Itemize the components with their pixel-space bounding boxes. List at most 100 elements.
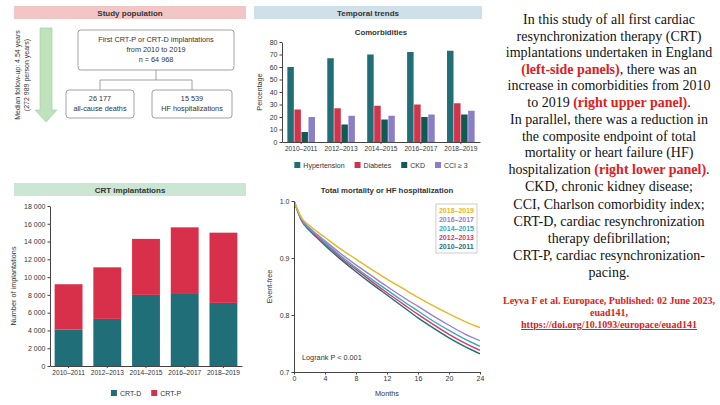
bar: [454, 103, 460, 142]
flow-box: [66, 90, 134, 118]
x-axis: 2010–20112012–20132014–20152016–20172018…: [51, 366, 243, 376]
bar: [388, 116, 394, 142]
header-band: [14, 183, 246, 196]
tick-label: 10 000: [24, 274, 46, 281]
tick: 4 000: [28, 327, 50, 334]
tick-mark: [480, 372, 481, 375]
tick-mark: [418, 372, 419, 375]
bar: [447, 51, 453, 142]
tick-label: 80: [270, 39, 278, 46]
tick-mark: [280, 55, 283, 56]
tick-label: 1.0: [280, 198, 290, 205]
tick-label: 0: [42, 363, 46, 370]
bar: [468, 111, 474, 142]
tick: 2016–2017: [168, 366, 201, 376]
line: [294, 201, 480, 346]
panel-header: Study population: [14, 6, 246, 19]
tick-label: 16: [415, 375, 423, 382]
citation: Leyva F et al. Europace, Published: 02 J…: [502, 295, 716, 331]
bar: [171, 227, 199, 293]
tick: 70: [270, 51, 282, 58]
tick-label: 40: [270, 89, 278, 96]
annotation: Logrank P < 0.001: [302, 353, 362, 362]
tick-mark: [280, 105, 283, 106]
bar: [334, 108, 340, 142]
tick-label: 8 000: [28, 292, 46, 299]
bar: [341, 125, 347, 143]
header-text: Study population: [97, 9, 162, 18]
tick: 14 000: [24, 238, 50, 245]
tick-label: 2 000: [28, 345, 46, 352]
axis-line: [282, 43, 283, 143]
y-axis-title: Event-free: [265, 270, 274, 304]
x-axis: 2010–20112012–20132014–20152016–20172018…: [283, 142, 481, 152]
tick: 24: [477, 372, 485, 382]
highlight-text: (left-side panels): [521, 62, 619, 77]
flow-box-text: 26 177: [89, 94, 111, 103]
legend-label: 2018–2019: [439, 207, 474, 214]
tick-label: 2018–2019: [207, 369, 240, 376]
caption-text: CCI, Charlson comorbidity index;: [513, 197, 704, 212]
tick: 60: [270, 64, 282, 71]
tick-mark: [48, 295, 51, 296]
tick-label: 10: [270, 126, 278, 133]
tick-label: 0: [274, 139, 278, 146]
tick-mark: [292, 372, 295, 373]
tick-label: 2014–2015: [364, 145, 397, 152]
citation-text: Leyva F et al. Europace, Published: 02 J…: [503, 295, 715, 318]
tick: 0: [42, 363, 50, 370]
tick-mark: [325, 372, 326, 375]
tick: 4: [324, 372, 328, 382]
chart-title: Comorbidities: [355, 28, 408, 37]
tick-mark: [48, 313, 51, 314]
caption-paragraph: CRT-D, cardiac resynchronization therapy…: [502, 214, 716, 247]
citation-link[interactable]: https://doi.org/10.1093/europace/euad141: [521, 319, 697, 330]
tick-label: 20: [446, 375, 454, 382]
caption-text: In this study of all first cardiac resyn…: [506, 12, 712, 60]
caption: In this study of all first cardiac resyn…: [502, 12, 716, 331]
legend-swatch: [151, 390, 157, 396]
bar: [367, 55, 373, 143]
follow-up-text: Median follow-up: 4.54 years: [14, 30, 22, 120]
tick-label: 20: [270, 114, 278, 121]
flow-box: [152, 90, 232, 118]
header-text: CRT implantations: [95, 186, 166, 195]
tick: 16: [415, 372, 423, 382]
tick-label: 0.9: [280, 255, 290, 262]
tick: 2 000: [28, 345, 50, 352]
legend-label: Diabetes: [364, 162, 392, 169]
axis-line: [50, 207, 51, 367]
chart-title: Total mortality or HF hospitalization: [321, 186, 454, 195]
flow-box-text: from 2010 to 2019: [126, 45, 185, 54]
tick-mark: [294, 372, 295, 375]
tick-mark: [280, 92, 283, 93]
tick-label: 4 000: [28, 327, 46, 334]
tick: 2014–2015: [129, 366, 162, 376]
tick: 2012–2013: [325, 142, 358, 152]
legend-swatch: [401, 162, 407, 168]
bar: [348, 116, 354, 142]
tick-mark: [356, 372, 357, 375]
y-axis: 0.70.80.91.0: [280, 198, 295, 376]
tick-label: 12 000: [24, 256, 46, 263]
bar: [428, 115, 434, 143]
tick: 8 000: [28, 292, 50, 299]
bar: [301, 132, 307, 142]
x-axis-title: Months: [375, 389, 399, 398]
tick-label: 30: [270, 101, 278, 108]
tick-mark: [48, 348, 51, 349]
tick-mark: [48, 330, 51, 331]
tick-label: 18 000: [24, 203, 46, 210]
tick: 20: [270, 114, 282, 121]
tick-mark: [280, 117, 283, 118]
legend-item: CKD: [401, 162, 425, 169]
legend-label: 2010–2011: [439, 243, 474, 250]
tick: 2010–2011: [285, 142, 318, 152]
tick: 8: [355, 372, 359, 382]
tick: 0.9: [280, 255, 294, 262]
tick-mark: [280, 67, 283, 68]
bar: [461, 115, 467, 143]
legend-label: CKD: [410, 162, 425, 169]
study-population: Median follow-up: 4.54 years(272 989 per…: [14, 28, 234, 122]
bar: [209, 233, 237, 303]
